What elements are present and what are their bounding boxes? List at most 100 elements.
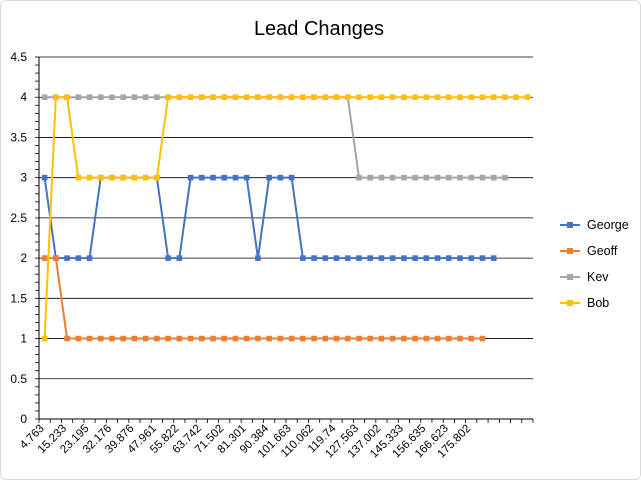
data-point (311, 335, 317, 342)
data-point (445, 335, 452, 342)
data-point (131, 174, 138, 181)
data-point (109, 94, 115, 101)
data-point (378, 94, 385, 101)
data-point (277, 335, 284, 342)
data-point (97, 335, 104, 342)
data-point (457, 255, 463, 261)
y-tick-label: 4 (20, 90, 27, 104)
data-point (154, 94, 160, 101)
data-point (53, 94, 59, 101)
data-point (434, 174, 441, 181)
legend-label: Bob (587, 296, 609, 310)
data-point (322, 335, 329, 342)
data-point (378, 255, 385, 261)
data-point (401, 94, 407, 101)
data-point (288, 94, 295, 101)
data-point (479, 174, 486, 181)
y-tick-label: 3 (20, 171, 27, 185)
y-tick-label: 0.5 (10, 372, 27, 386)
series-line-geoff (44, 257, 483, 340)
data-point (311, 94, 317, 101)
data-point (300, 94, 306, 101)
data-point (445, 174, 452, 181)
data-point (389, 255, 396, 261)
data-point (423, 174, 430, 181)
data-point (322, 255, 329, 261)
data-point (266, 174, 272, 181)
gridlines (39, 56, 533, 380)
data-point (120, 94, 127, 101)
data-point (165, 335, 171, 342)
data-point (41, 94, 48, 101)
data-point (187, 335, 194, 342)
data-point (401, 174, 407, 181)
y-tick-label: 1.5 (10, 291, 27, 305)
data-point (64, 94, 70, 101)
data-point (109, 174, 115, 181)
data-point (333, 255, 340, 261)
data-point (154, 174, 160, 181)
data-point (502, 174, 508, 181)
data-point (277, 174, 284, 181)
data-point (210, 94, 216, 101)
data-point (457, 335, 463, 342)
data-point (176, 255, 183, 261)
data-point (277, 94, 284, 101)
data-point (75, 255, 82, 261)
data-point (434, 94, 441, 101)
data-point (86, 94, 93, 101)
data-point (243, 335, 250, 342)
data-point (187, 94, 194, 101)
data-point (75, 174, 82, 181)
data-point (333, 94, 340, 101)
data-point (300, 255, 306, 261)
data-point (86, 255, 93, 261)
y-tick-label: 3.5 (10, 130, 27, 144)
data-point (109, 335, 115, 342)
data-point (142, 335, 149, 342)
data-point (221, 335, 228, 342)
data-point (165, 255, 171, 261)
data-point (356, 335, 362, 342)
data-point (490, 174, 497, 181)
data-point (502, 94, 508, 101)
data-point (524, 94, 531, 101)
data-point (64, 335, 70, 342)
legend-label: George (587, 218, 629, 232)
data-point (53, 255, 59, 261)
data-point (176, 335, 183, 342)
data-point (457, 94, 463, 101)
data-point (255, 335, 261, 342)
data-point (86, 174, 93, 181)
data-point (344, 255, 351, 261)
data-point (288, 335, 295, 342)
data-point (41, 255, 48, 261)
data-point (255, 255, 261, 261)
data-point (356, 174, 362, 181)
y-tick-label: 1 (20, 332, 27, 346)
y-tick-label: 2 (20, 251, 27, 265)
data-point (468, 174, 475, 181)
axes: 00.511.522.533.544.54.76315.23323.19532.… (10, 50, 534, 461)
data-point (356, 255, 362, 261)
data-point (41, 335, 48, 342)
data-point (142, 174, 149, 181)
data-point (243, 174, 250, 181)
series-lines (41, 94, 531, 342)
chart-title: Lead Changes (254, 18, 384, 40)
data-point (198, 174, 205, 181)
legend-marker (567, 222, 573, 228)
data-point (401, 255, 407, 261)
data-point (423, 335, 430, 342)
data-point (423, 94, 430, 101)
series-geoff (41, 255, 486, 342)
series-bob (41, 94, 531, 342)
data-point (120, 335, 127, 342)
data-point (412, 174, 418, 181)
data-point (513, 94, 519, 101)
legend-marker (567, 274, 573, 280)
data-point (344, 335, 351, 342)
data-point (468, 255, 475, 261)
data-point (445, 94, 452, 101)
